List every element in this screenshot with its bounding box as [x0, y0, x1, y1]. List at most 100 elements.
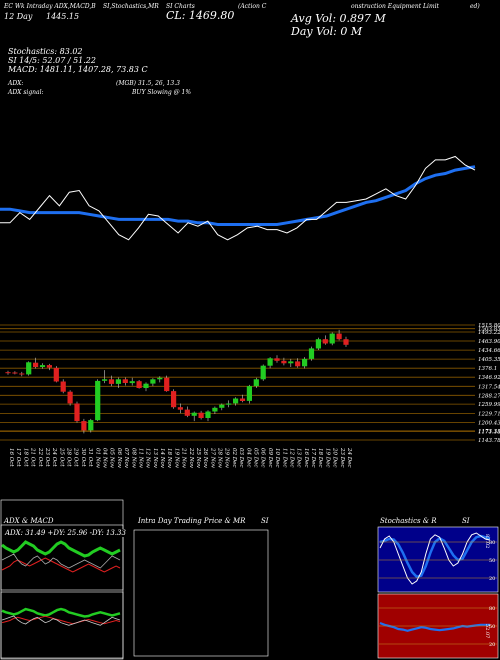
date-tick-label: 17 Dec — [310, 448, 316, 468]
stoch-value-label: 83.02 — [484, 534, 490, 548]
header-line1-mid3: (Action C — [238, 3, 267, 10]
panel-ticks: 80 50 20 80 50 20 83.02 52.07 — [379, 534, 497, 648]
candle-body — [46, 365, 52, 368]
price-tick-label: 1143.78 — [478, 438, 500, 444]
date-tick-label: 03 Dec — [238, 448, 244, 468]
candle-body — [226, 403, 232, 405]
candle-body — [253, 379, 259, 387]
price-tick-label: 1434.66 — [478, 348, 500, 354]
candle-body — [129, 381, 135, 384]
date-tick-label: 26 Nov — [202, 447, 208, 469]
header-line1-left: EC Wk Intraday ADX,MACD,B — [4, 3, 96, 10]
candle-body — [308, 348, 315, 359]
candle-body — [60, 381, 66, 392]
header-line1-mid1: SI,Stochastics,MR — [103, 3, 159, 10]
date-tick-label: 25 Oct — [58, 447, 64, 467]
date-tick-label: 12 Dec — [289, 448, 295, 468]
rsi-tick-label: 20 — [489, 642, 495, 648]
candle-body — [67, 391, 73, 404]
date-tick-label: 28 Oct — [66, 447, 72, 467]
macd-lines — [1, 607, 121, 626]
candle-body — [343, 339, 349, 345]
adx-white-line — [1, 553, 121, 569]
candle-body — [157, 377, 163, 380]
date-tick-label: 29 Oct — [73, 447, 79, 467]
candle-body — [39, 365, 46, 367]
date-tick-label: 25 Nov — [195, 447, 201, 469]
candle-body — [5, 372, 11, 374]
header-date: 12 Day — [4, 12, 33, 21]
candle-body — [198, 412, 204, 418]
date-tick-label: 06 Dec — [260, 448, 266, 468]
candle-body — [315, 339, 321, 349]
price-grid — [0, 324, 475, 441]
date-tick-label: 04 Dec — [245, 448, 251, 468]
date-tick-label: 24 Dec — [346, 447, 352, 468]
adx-red-line — [1, 557, 121, 573]
adx-panel-title: ADX & MACD — [4, 517, 54, 525]
candle-body — [191, 412, 197, 416]
header-day-vol: Day Vol: 0 M — [291, 25, 363, 38]
candle-body — [212, 407, 218, 412]
date-tick-label: 23 Oct — [44, 447, 50, 467]
price-tick-label: 1515.80 — [478, 323, 500, 329]
date-tick-label: 06 Nov — [116, 448, 122, 469]
header-line1-right: onstruction Equipment Limit — [351, 3, 439, 10]
stoch-white-line — [379, 532, 491, 585]
adx-signal-text: BUY Slowing @ 1% — [132, 89, 192, 96]
si-line: SI 14/5: 52.07 / 51.22 — [8, 56, 96, 65]
date-tick-label: 19 Nov — [173, 448, 179, 469]
date-tick-label: 18 Nov — [166, 448, 172, 469]
stoch-tick-label: 80 — [489, 540, 495, 546]
price-tick-label: 1200.43 — [478, 421, 500, 427]
date-tick-label: 18 Dec — [317, 448, 323, 468]
date-tick-label: 18 Oct — [22, 448, 28, 467]
candle-body — [184, 409, 190, 416]
candle-body — [322, 339, 328, 344]
header-price: 1445.15 — [46, 12, 80, 21]
macd-green-line — [1, 607, 121, 618]
candle-body — [136, 381, 142, 388]
candle-body — [164, 377, 170, 392]
candle-body — [274, 358, 280, 361]
upper-blue-line — [0, 165, 476, 226]
candlesticks — [5, 329, 349, 434]
candle-body — [336, 333, 342, 340]
candle-body — [260, 365, 266, 380]
date-tick-label: 16 Dec — [303, 448, 309, 468]
date-tick-label: 20 Dec — [332, 447, 338, 468]
adx-green-line — [1, 540, 121, 558]
date-tick-label: 22 Nov — [188, 447, 194, 469]
macd-red-line — [1, 615, 121, 625]
candle-body — [219, 404, 225, 408]
candle-body — [150, 379, 156, 384]
date-tick-label: 16 Oct — [8, 448, 14, 467]
date-tick-label: 09 Dec — [267, 448, 273, 468]
date-tick-label: 22 Oct — [37, 447, 43, 467]
date-tick-label: 12 Nov — [145, 448, 151, 469]
candle-body — [95, 380, 101, 421]
adx-line: ADX: — [8, 80, 24, 87]
candle-body — [53, 367, 59, 382]
price-tick-label: 1463.90 — [478, 339, 500, 345]
candle-body — [143, 383, 149, 388]
rsi-tick-label: 80 — [489, 606, 495, 612]
candle-body — [74, 403, 80, 422]
candle-body — [233, 398, 239, 404]
adx-signal-label: ADX signal: — [8, 89, 44, 96]
price-tick-label: 1376.1 — [478, 366, 497, 372]
candle-body — [295, 361, 301, 367]
date-tick-label: 11 Nov — [137, 448, 143, 469]
price-tick-label: 1173.33 — [478, 429, 500, 435]
date-tick-label: 08 Nov — [130, 448, 136, 469]
stoch-tick-label: 20 — [489, 576, 495, 582]
candle-body — [122, 379, 128, 383]
date-tick-label: 05 Nov — [109, 448, 115, 469]
candle-body — [12, 372, 18, 374]
date-tick-label: 13 Nov — [152, 448, 158, 469]
macd-lower-box — [0, 591, 124, 659]
date-tick-label: 13 Dec — [296, 448, 302, 468]
date-tick-label: 14 Nov — [159, 448, 165, 469]
adx-lines — [1, 540, 121, 573]
